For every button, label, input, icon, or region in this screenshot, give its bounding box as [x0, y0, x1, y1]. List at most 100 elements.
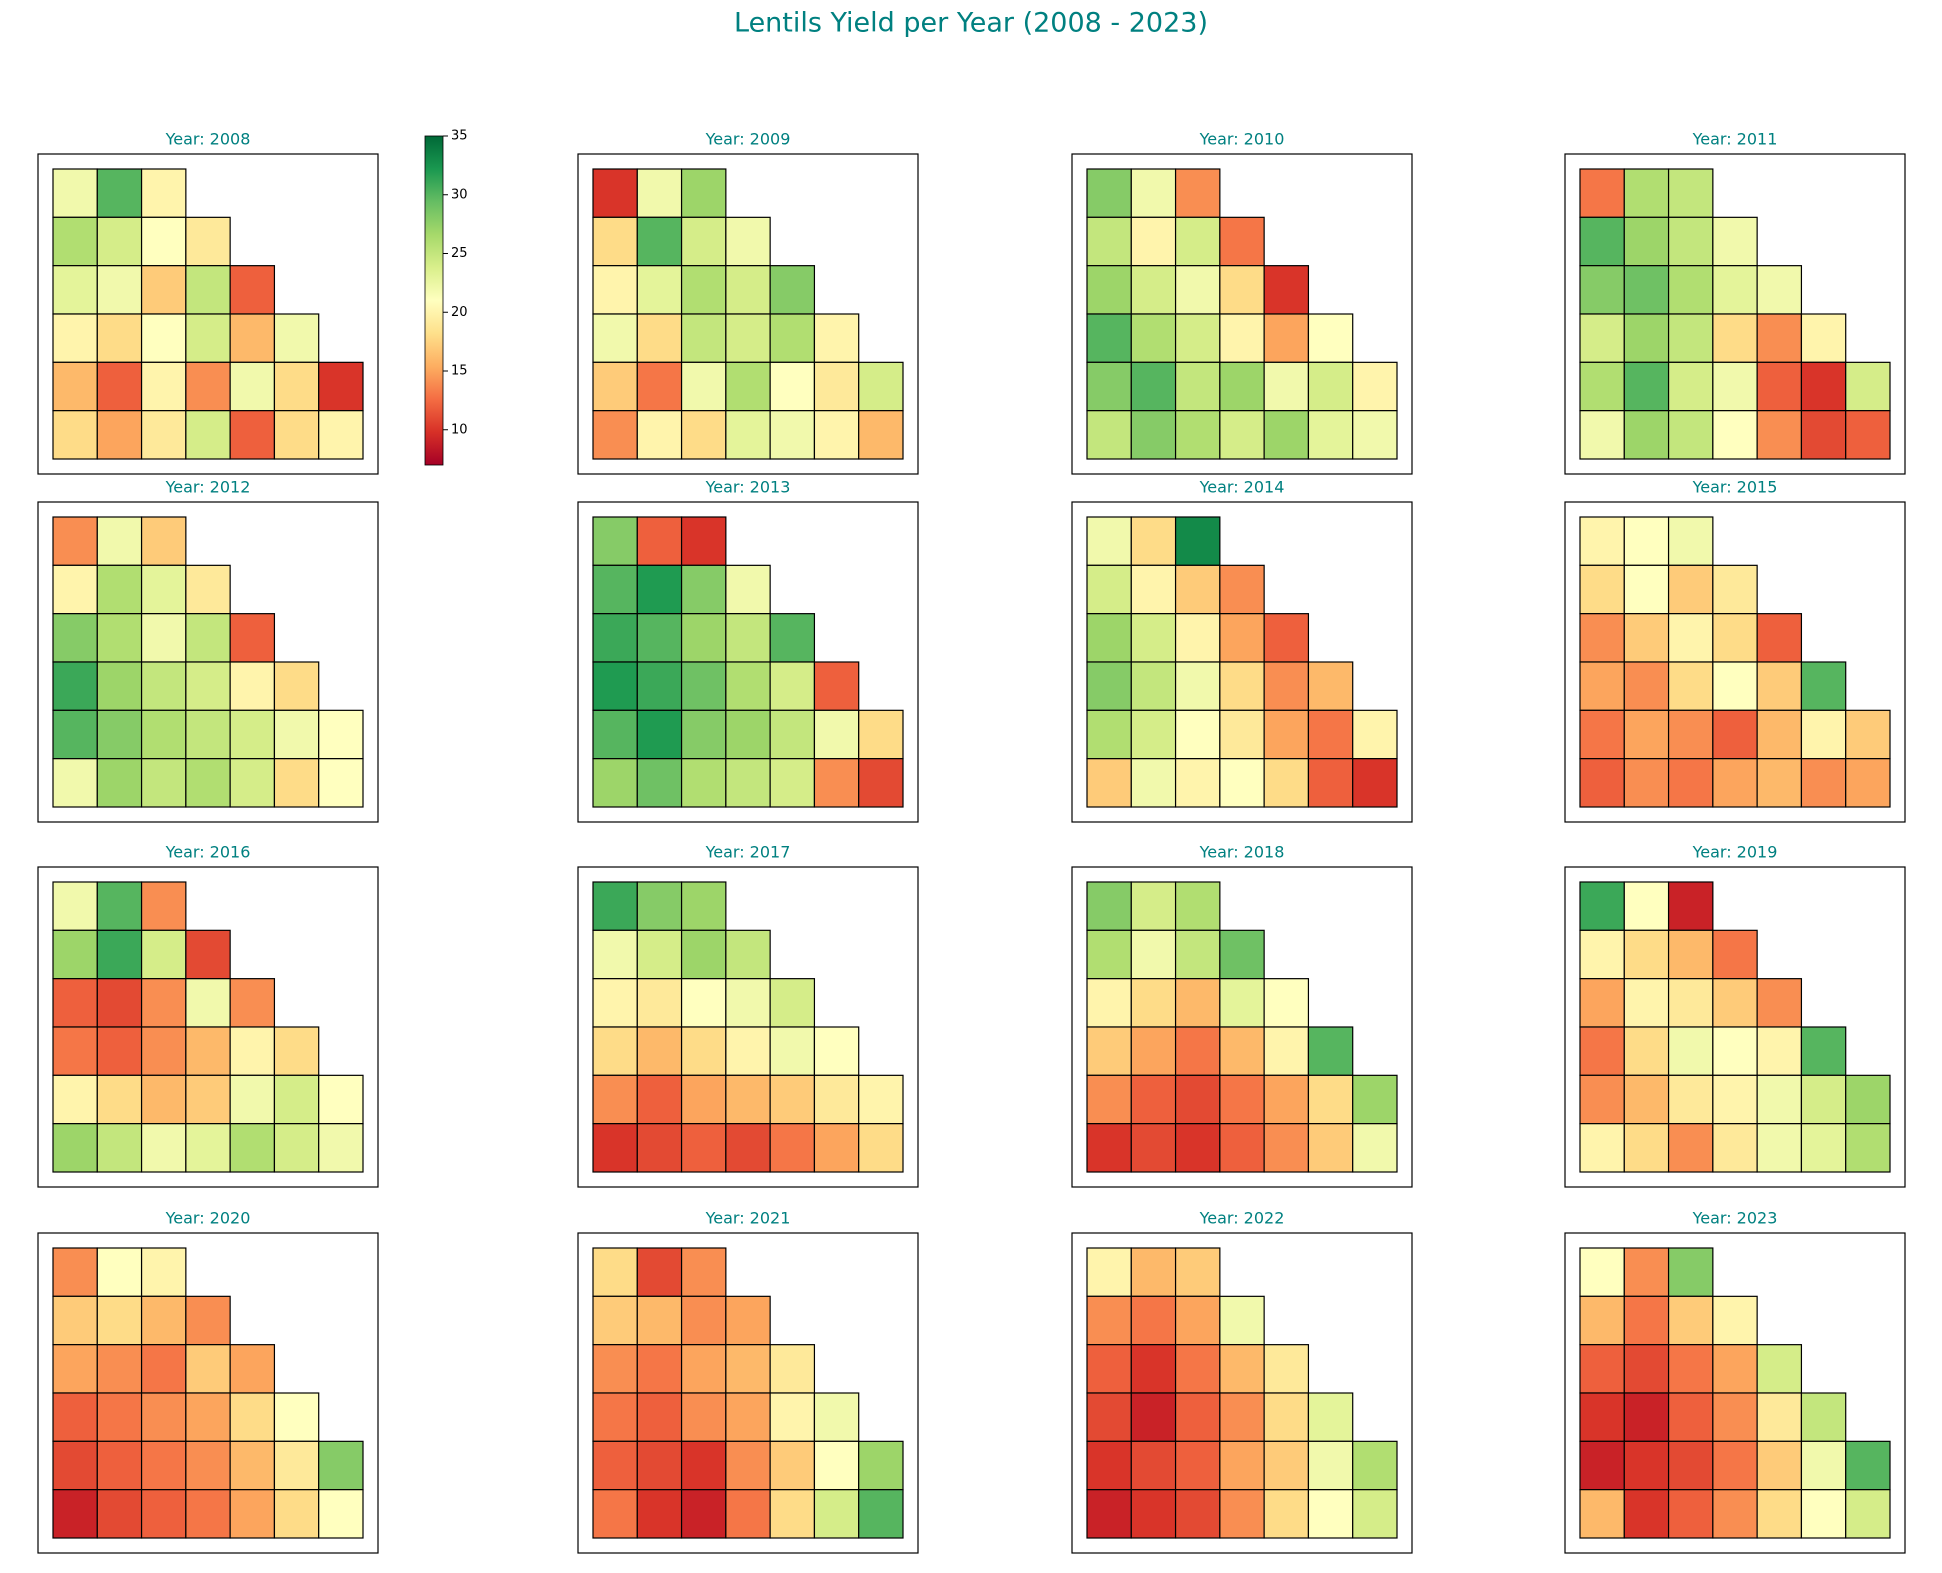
panel-title: Year: 2018 [1199, 843, 1285, 862]
region [1623, 929, 1670, 980]
region [769, 661, 816, 711]
region [1623, 1247, 1670, 1297]
region [140, 1026, 187, 1076]
region [1667, 978, 1714, 1028]
region [1086, 661, 1132, 711]
region [636, 216, 683, 267]
map-frame [37, 501, 379, 823]
region [636, 168, 683, 218]
region [1174, 613, 1221, 663]
region [769, 978, 816, 1028]
map-frame [1071, 153, 1413, 475]
region [680, 758, 727, 808]
region [1667, 1392, 1714, 1442]
region [1086, 613, 1132, 663]
region [1130, 1392, 1177, 1442]
region [1756, 1344, 1803, 1394]
region [592, 410, 638, 460]
region [636, 361, 683, 412]
region [1712, 265, 1758, 315]
region [725, 1344, 771, 1394]
region [680, 1026, 727, 1076]
region [185, 1489, 231, 1539]
region [725, 313, 771, 363]
region [1307, 661, 1354, 711]
region [1219, 1295, 1265, 1346]
region [1845, 1440, 1891, 1491]
region [1263, 1074, 1310, 1125]
region [96, 881, 143, 931]
map-frame [1564, 153, 1906, 475]
map-frame [37, 1232, 379, 1554]
colorbar-tick-label: 25 [451, 246, 468, 261]
region [1352, 758, 1398, 808]
region [592, 758, 638, 808]
region [1756, 1074, 1803, 1125]
region [52, 1026, 98, 1076]
region [592, 265, 638, 315]
region [1263, 1344, 1310, 1394]
region [680, 1489, 727, 1539]
region [1712, 758, 1758, 808]
colorbar [424, 135, 444, 466]
region [592, 564, 638, 615]
region [1712, 313, 1758, 363]
region [1667, 1489, 1714, 1539]
region [96, 1123, 143, 1173]
region [185, 1026, 231, 1076]
region [1174, 516, 1221, 566]
region [769, 1026, 816, 1076]
region [636, 661, 683, 711]
region [680, 1392, 727, 1442]
region [636, 1247, 683, 1297]
region [769, 410, 816, 460]
region [1579, 216, 1625, 267]
region [813, 361, 860, 412]
region [1800, 1489, 1847, 1539]
region [1756, 661, 1803, 711]
region [1712, 709, 1758, 760]
region [1352, 410, 1398, 460]
colorbar-tick-label: 30 [451, 187, 468, 202]
region [1667, 758, 1714, 808]
region [680, 1344, 727, 1394]
region [592, 929, 638, 980]
region [1263, 613, 1310, 663]
region [592, 313, 638, 363]
region [1174, 1440, 1221, 1491]
region [1712, 361, 1758, 412]
region [1756, 758, 1803, 808]
region [96, 313, 143, 363]
region [96, 709, 143, 760]
region [636, 516, 683, 566]
region [318, 1123, 364, 1173]
region [1623, 410, 1670, 460]
colorbar-tick-label: 15 [451, 364, 468, 379]
region [592, 978, 638, 1028]
region [1263, 265, 1310, 315]
region [592, 881, 638, 931]
region [1579, 410, 1625, 460]
region [1756, 361, 1803, 412]
region [1174, 661, 1221, 711]
panel-title: Year: 2017 [705, 843, 791, 862]
region [185, 313, 231, 363]
region [229, 1026, 276, 1076]
region [592, 1295, 638, 1346]
region [1263, 361, 1310, 412]
region [769, 361, 816, 412]
region [96, 1344, 143, 1394]
region [1845, 1489, 1891, 1539]
region [1174, 564, 1221, 615]
region [52, 410, 98, 460]
region [1263, 661, 1310, 711]
region [185, 265, 231, 315]
region [52, 1440, 98, 1491]
region [1352, 1123, 1398, 1173]
region [725, 1295, 771, 1346]
region [1579, 313, 1625, 363]
region [1086, 1440, 1132, 1491]
region [1352, 1074, 1398, 1125]
region [1130, 613, 1177, 663]
region [1307, 1489, 1354, 1539]
